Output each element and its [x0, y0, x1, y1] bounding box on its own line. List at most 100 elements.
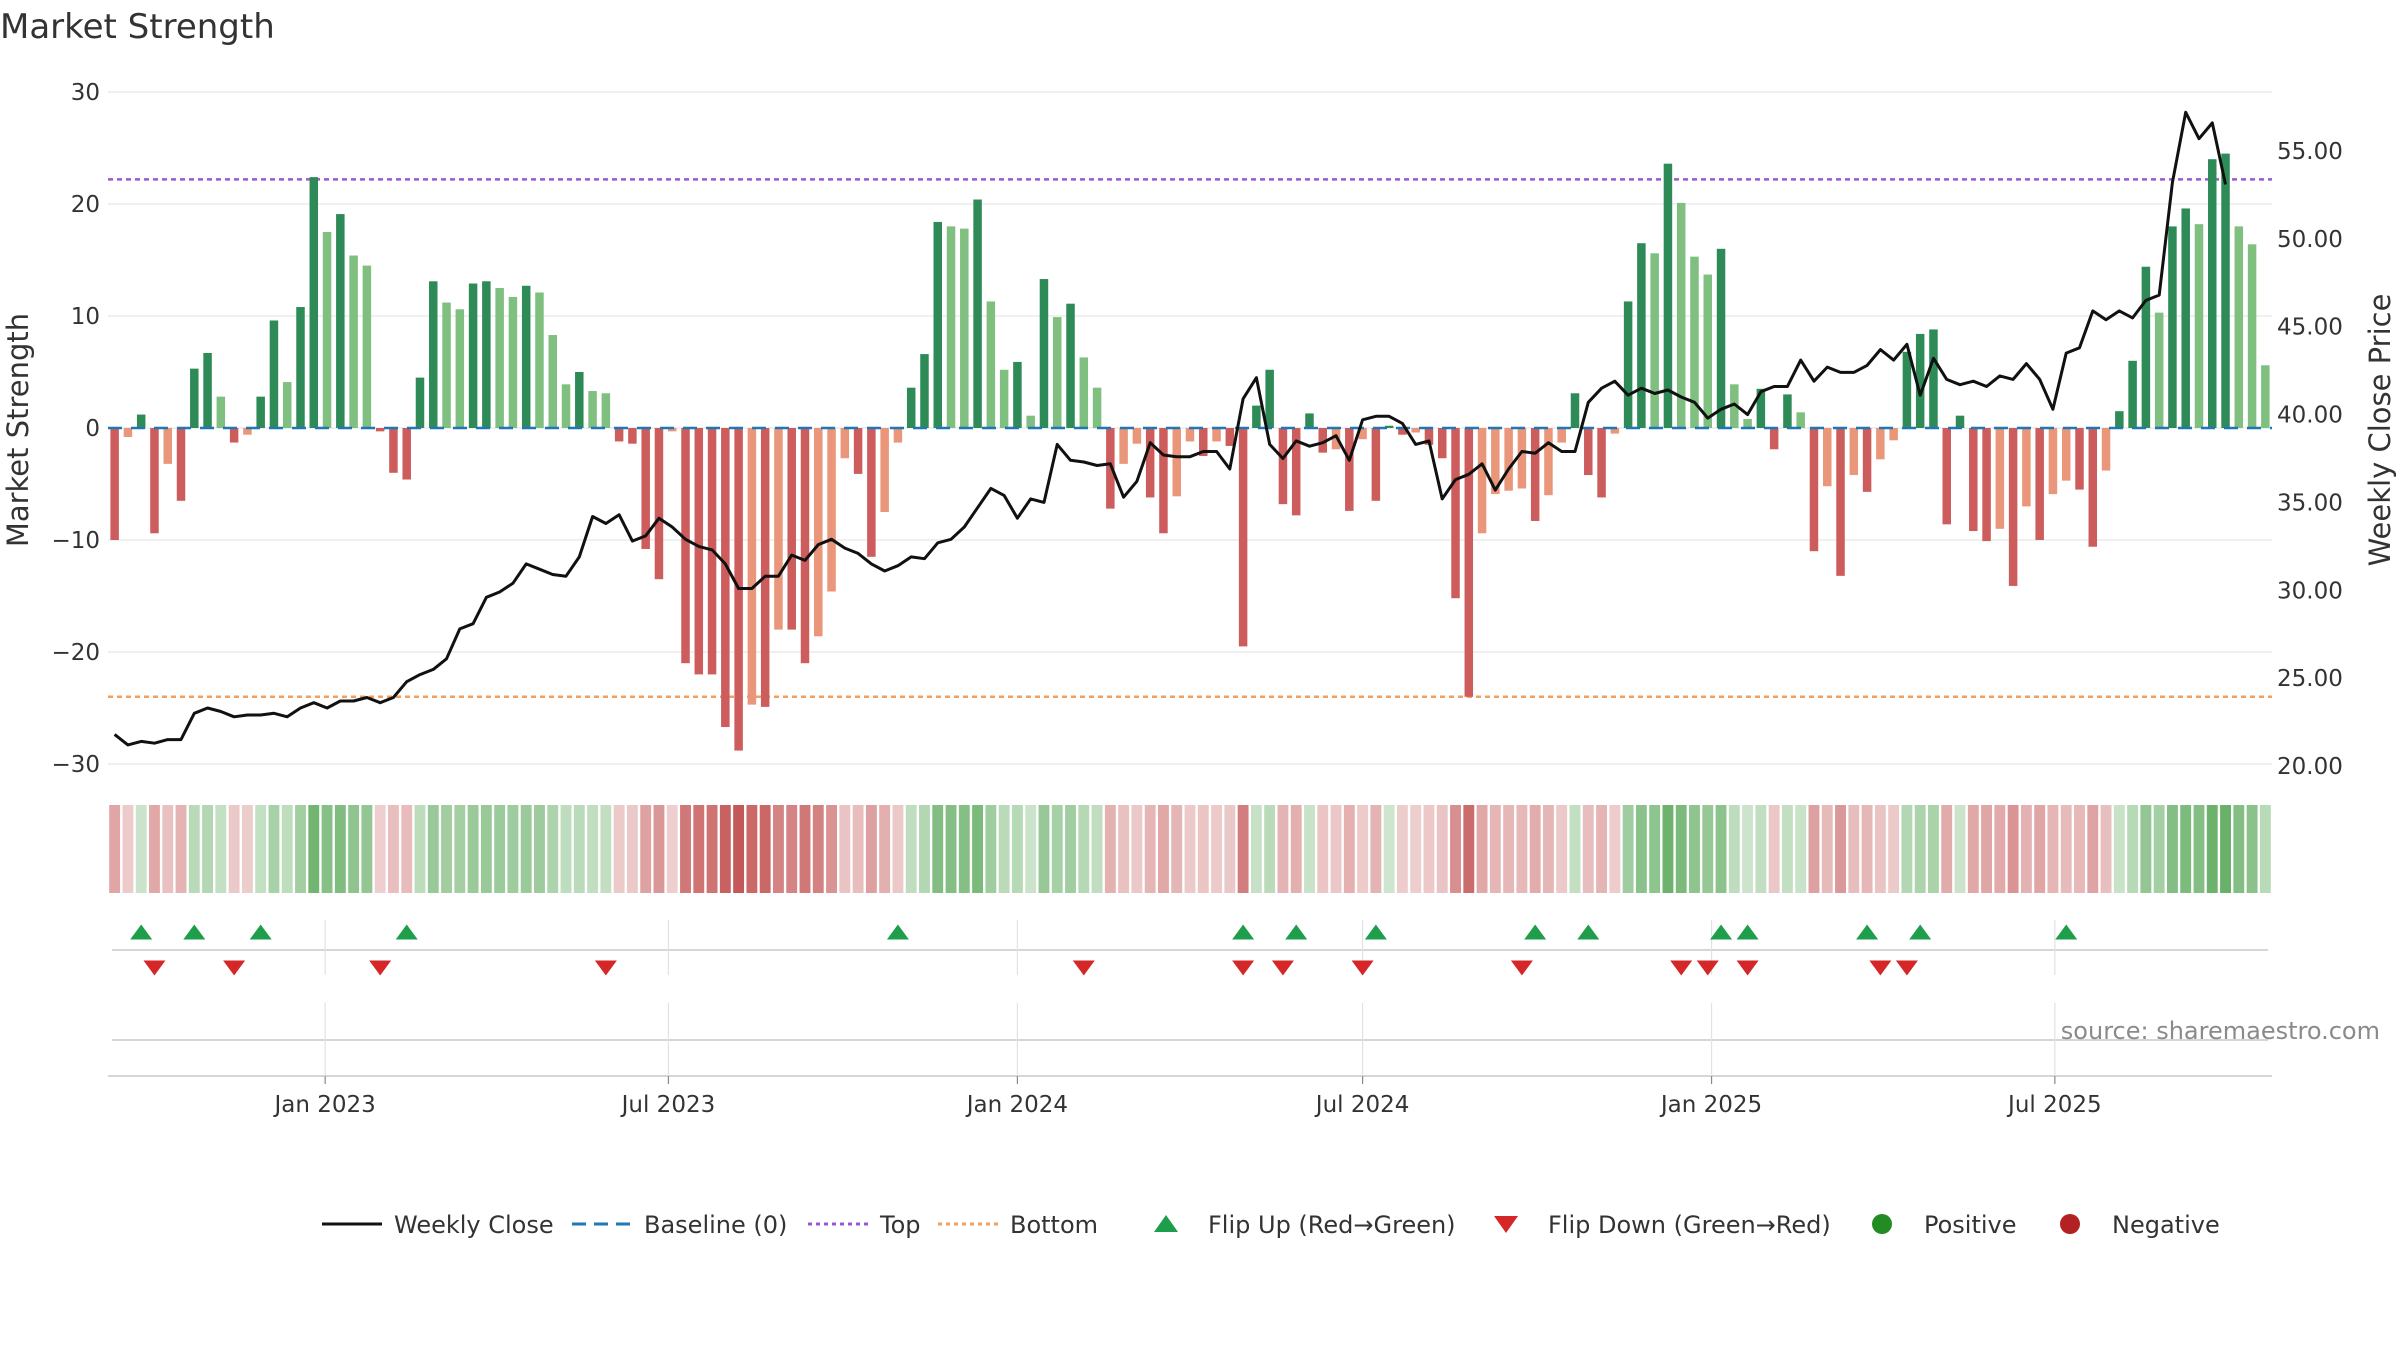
heat-cell	[733, 805, 745, 893]
strength-bar	[1384, 425, 1394, 428]
heat-cell	[693, 805, 705, 893]
heat-cell	[919, 805, 930, 893]
strength-bar	[216, 396, 226, 428]
strength-bar	[468, 283, 478, 428]
heat-cell	[626, 805, 638, 893]
heat-cell	[1728, 805, 1740, 893]
heat-cell	[1197, 805, 1209, 893]
strength-bar	[1557, 428, 1566, 443]
heat-cell	[1543, 805, 1554, 893]
strength-bar	[973, 199, 982, 428]
heat-cell	[149, 805, 160, 893]
heat-cell	[1874, 805, 1886, 893]
strength-bar	[1464, 428, 1474, 697]
heat-cell	[228, 805, 240, 893]
heat-cell	[1317, 805, 1329, 893]
strength-bar	[136, 414, 146, 428]
right-tick-label: 25.00	[2277, 666, 2343, 692]
strength-bar	[269, 320, 279, 428]
strength-bar	[1623, 301, 1633, 428]
heat-cell	[1463, 805, 1475, 893]
heat-cell	[1556, 805, 1568, 893]
strength-bar	[1451, 428, 1460, 599]
flip-up-marker	[1285, 924, 1308, 940]
x-tick-label: Jul 2024	[1314, 1092, 1410, 1118]
strength-bar	[1398, 428, 1407, 435]
flip-up-marker	[1364, 924, 1387, 940]
heat-cell	[839, 805, 851, 893]
heat-cell	[1011, 805, 1023, 893]
heat-cell	[945, 805, 957, 893]
strength-bar	[933, 221, 943, 428]
heat-cell	[1781, 805, 1793, 893]
heat-cell	[1689, 805, 1700, 893]
heat-cell	[2166, 805, 2178, 893]
strength-bar	[1345, 428, 1354, 511]
strength-bar	[681, 428, 690, 664]
heat-cell	[215, 805, 227, 893]
strength-bar	[2115, 411, 2124, 428]
heat-cell	[587, 805, 599, 893]
heat-cell	[2153, 805, 2165, 893]
strength-bar	[1876, 428, 1885, 460]
strength-bar	[2035, 428, 2044, 540]
flip-up-marker	[249, 924, 272, 940]
strength-bar	[1544, 428, 1553, 496]
heat-cell	[892, 805, 904, 893]
strength-bar	[296, 307, 305, 428]
heat-cell	[1914, 805, 1926, 893]
left-tick-label: −20	[51, 640, 100, 666]
heat-cell	[1622, 805, 1634, 893]
strength-bar	[601, 393, 611, 428]
heat-cell	[1250, 805, 1262, 893]
strength-bar	[190, 368, 199, 428]
left-tick-label: 10	[71, 304, 100, 330]
heat-cell	[1967, 805, 1979, 893]
flip-up-marker	[130, 924, 153, 940]
x-tick-label: Jul 2025	[2006, 1092, 2102, 1118]
right-tick-label: 45.00	[2277, 315, 2343, 341]
heat-cell	[321, 805, 333, 893]
strength-bar	[508, 296, 518, 428]
x-tick-label: Jul 2023	[620, 1092, 716, 1118]
heat-cell	[1038, 805, 1050, 893]
legend-label: Negative	[2112, 1211, 2220, 1239]
legend-label: Bottom	[1010, 1211, 1098, 1239]
heat-cell	[1091, 805, 1103, 893]
strength-bar	[1119, 428, 1128, 464]
strength-bar	[880, 428, 889, 512]
strength-bar	[203, 352, 212, 428]
heat-cell	[972, 805, 984, 893]
strength-bar	[1703, 274, 1713, 428]
strength-bar	[1663, 163, 1673, 428]
heat-cell	[387, 805, 399, 893]
strength-bar	[1491, 428, 1500, 495]
heat-cell	[1357, 805, 1369, 893]
right-axis-ticks: 55.00 50.00 45.00 40.00 35.00 30.00 25.00 20.00	[2277, 139, 2343, 780]
strength-bar	[760, 428, 770, 707]
strength-bar	[1743, 419, 1752, 428]
x-axis-ticks: Jan 2023 Jul 2023 Jan 2024 Jul 2024 Jan 2025…	[273, 1076, 2102, 1118]
heat-cell	[1582, 805, 1594, 893]
right-tick-label: 50.00	[2277, 227, 2343, 253]
strength-bar	[1145, 428, 1155, 498]
strength-bar	[1238, 428, 1248, 647]
strength-bar	[814, 428, 823, 637]
heat-cell	[1104, 805, 1116, 893]
flip-up-marker	[2055, 924, 2078, 940]
strength-bar	[906, 387, 916, 428]
heat-cell	[2233, 805, 2245, 893]
heat-cell	[560, 805, 572, 893]
flip-down-marker	[594, 960, 617, 976]
heat-cell	[2206, 805, 2218, 893]
heat-cell	[1702, 805, 1714, 893]
heat-cell	[1211, 805, 1222, 893]
strength-bar	[455, 309, 465, 428]
strength-bar	[1305, 413, 1314, 428]
heat-cell	[2113, 805, 2125, 893]
legend-label: Weekly Close	[394, 1211, 554, 1239]
heat-cell	[2259, 805, 2271, 893]
flip-down-marker	[1351, 960, 1374, 976]
heat-cell	[1808, 805, 1820, 893]
flip-down-icon	[1494, 1216, 1518, 1233]
